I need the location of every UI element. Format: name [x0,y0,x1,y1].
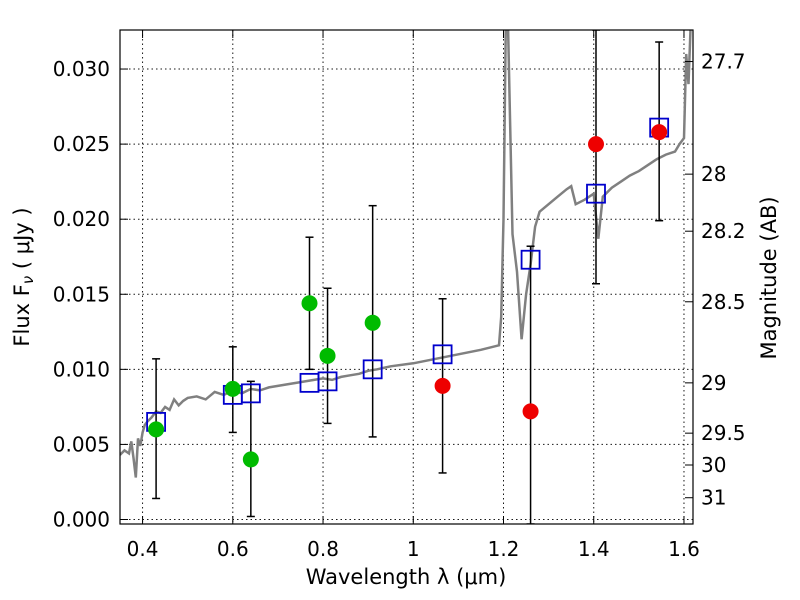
y2-tick-label: 30 [701,453,726,477]
model-marker [240,383,261,404]
x-tick-label: 0.4 [127,537,159,561]
y-tick-label: 0.025 [53,132,110,156]
y-tick-label: 0.000 [53,507,110,531]
model-marker [317,371,338,392]
model-marker [520,249,541,270]
y2-tick-label: 31 [701,486,726,510]
y2-tick-label: 28.2 [701,219,746,243]
y-axis-title: Flux Fν ( μJy ) [10,207,37,346]
y-tick-label: 0.010 [53,357,110,381]
x-tick-label: 1.6 [668,537,700,561]
y2-tick-label: 29.5 [701,421,746,445]
detection-point [148,421,165,438]
upper-points [434,124,668,420]
y2-tick-label: 28 [701,162,726,186]
x-tick-label: 0.8 [307,537,339,561]
y-tick-label: 0.030 [53,57,110,81]
spectrum-line [120,30,692,478]
y2-axis-title: Magnitude (AB) [757,196,781,359]
y2-tick-label: 28.5 [701,290,746,314]
x-tick-label: 1.2 [488,537,520,561]
model-marker [586,183,606,204]
y-axis-title-sub: ν [19,276,37,284]
y2-axis: 27.7 28 28.2 28.5 29 29.5 30 31 [685,50,746,510]
y-axis: 0.000 0.005 0.010 0.015 0.020 0.025 0.030 [53,57,128,531]
y2-tick-label: 29 [701,371,726,395]
detection-point [301,295,318,312]
y-tick-label: 0.005 [53,432,110,456]
plot-frame [119,29,694,525]
x-tick-label: 1 [407,537,420,561]
y-tick-label: 0.020 [53,207,110,231]
y-axis-title-main: Flux F [10,284,34,346]
x-tick-label: 1.4 [578,537,610,561]
model-marker [432,344,453,365]
model-marker [362,359,383,380]
detection-points [148,295,381,468]
upper-point [587,136,604,153]
y-axis-title-unit: ( μJy ) [10,207,34,275]
y2-tick-label: 27.7 [701,50,746,74]
detection-point [364,314,381,331]
model-points [146,117,670,432]
y-tick-label: 0.015 [53,282,110,306]
detection-point [224,380,241,397]
plot-area [120,30,692,524]
plot-background [120,30,693,524]
upper-point [522,403,539,420]
upper-point [651,124,668,141]
x-axis: 0.4 0.6 0.8 1 1.2 1.4 1.6 [127,30,700,561]
detection-point [319,347,336,364]
x-axis-title: Wavelength λ (μm) [306,565,507,589]
detection-point [242,451,259,468]
x-tick-label: 0.6 [217,537,249,561]
upper-point [434,377,451,394]
